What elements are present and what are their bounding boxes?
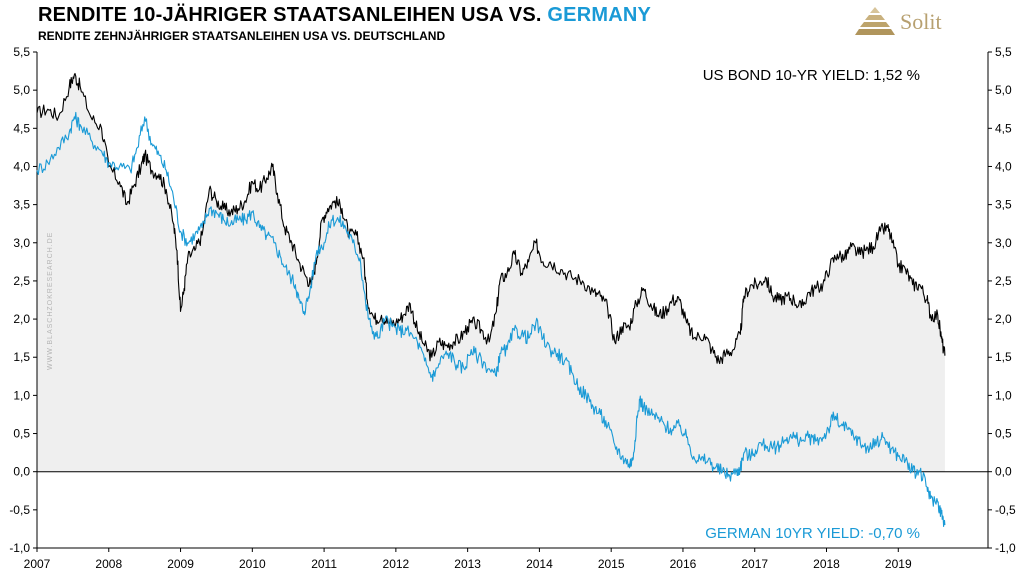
us-yield-area bbox=[37, 73, 945, 472]
y-tick-label-left: 0,5 bbox=[13, 427, 30, 441]
y-tick-label-right: 5,0 bbox=[995, 83, 1012, 97]
x-tick-label: 2007 bbox=[24, 557, 51, 571]
x-tick-label: 2019 bbox=[885, 557, 912, 571]
x-tick-label: 2015 bbox=[598, 557, 625, 571]
y-tick-label-left: 4,5 bbox=[13, 121, 30, 135]
y-tick-label-left: 3,5 bbox=[13, 198, 30, 212]
us-yield-label: US BOND 10-YR YIELD: 1,52 % bbox=[703, 67, 920, 84]
x-tick-label: 2011 bbox=[311, 557, 337, 571]
y-tick-label-left: 5,5 bbox=[13, 45, 30, 59]
series-lines bbox=[36, 72, 946, 528]
y-tick-label-right: 1,0 bbox=[995, 388, 1012, 402]
plot-frame bbox=[36, 52, 989, 549]
x-axis: 2007 2008 2009 2010 2011 2012 2013 2014 2015 2016… bbox=[24, 548, 912, 571]
y-tick-label-left: 1,0 bbox=[13, 388, 30, 402]
solit-logo: Solit bbox=[852, 4, 1012, 40]
chart-title: RENDITE 10-JÄHRIGER STAATSANLEIHEN USA V… bbox=[38, 4, 651, 27]
y-tick-label-right: 1,5 bbox=[995, 350, 1012, 364]
y-tick-label-left: 5,0 bbox=[13, 83, 30, 97]
y-tick-label-right: 2,0 bbox=[995, 312, 1012, 326]
x-tick-label: 2010 bbox=[239, 557, 266, 571]
x-tick-label: 2014 bbox=[526, 557, 553, 571]
germany-yield-line bbox=[36, 111, 946, 528]
y-tick-label-right: 4,0 bbox=[995, 159, 1012, 173]
x-tick-label: 2016 bbox=[670, 557, 697, 571]
x-tick-label: 2012 bbox=[383, 557, 410, 571]
y-tick-label-left: 1,5 bbox=[13, 350, 30, 364]
pyramid-icon bbox=[855, 7, 895, 35]
x-tick-label: 2017 bbox=[741, 557, 768, 571]
y-tick-label-left: 2,0 bbox=[13, 312, 30, 326]
y-tick-label-right: 3,5 bbox=[995, 198, 1012, 212]
y-tick-label-right: -1,0 bbox=[995, 541, 1016, 555]
y-tick-label-left: 2,5 bbox=[13, 274, 30, 288]
y-tick-label-left: -0,5 bbox=[9, 503, 30, 517]
y-tick-label-right: 0,5 bbox=[995, 427, 1012, 441]
y-tick-label-right: 5,5 bbox=[995, 45, 1012, 59]
y-tick-label-right: -0,5 bbox=[995, 503, 1016, 517]
y-tick-label-right: 4,5 bbox=[995, 121, 1012, 135]
germany-yield-label: GERMAN 10YR YIELD: -0,70 % bbox=[705, 525, 920, 542]
x-tick-label: 2008 bbox=[95, 557, 122, 571]
chart-title-main: RENDITE 10-JÄHRIGER STAATSANLEIHEN USA V… bbox=[38, 4, 548, 26]
y-axis-left: 5,5 5,0 4,5 4,0 3,5 3,0 2,5 2,0 1,5 1,0 0,5 0,0 -0,5… bbox=[9, 45, 37, 555]
us-yield-line bbox=[36, 72, 946, 365]
y-tick-label-left: 0,0 bbox=[13, 465, 30, 479]
watermark: WWW.BLASCHZOKRESEARCH.DE bbox=[47, 232, 54, 370]
x-tick-label: 2013 bbox=[454, 557, 481, 571]
y-tick-label-left: 4,0 bbox=[13, 159, 30, 173]
chart-subtitle: RENDITE ZEHNJÄHRIGER STAATSANLEIHEN USA … bbox=[38, 29, 446, 43]
y-tick-label-right: 3,0 bbox=[995, 236, 1012, 250]
x-tick-label: 2018 bbox=[813, 557, 840, 571]
y-tick-label-right: 0,0 bbox=[995, 465, 1012, 479]
chart-title-highlight: GERMANY bbox=[547, 4, 652, 26]
logo-text: Solit bbox=[900, 9, 942, 34]
y-tick-label-right: 2,5 bbox=[995, 274, 1012, 288]
y-tick-label-left: 3,0 bbox=[13, 236, 30, 250]
x-tick-label: 2009 bbox=[167, 557, 194, 571]
y-axis-right: 5,5 5,0 4,5 4,0 3,5 3,0 2,5 2,0 1,5 1,0 0,5 0,0 -0,5… bbox=[988, 45, 1016, 555]
us-yield-fill bbox=[37, 73, 945, 472]
y-tick-label-left: -1,0 bbox=[9, 541, 30, 555]
